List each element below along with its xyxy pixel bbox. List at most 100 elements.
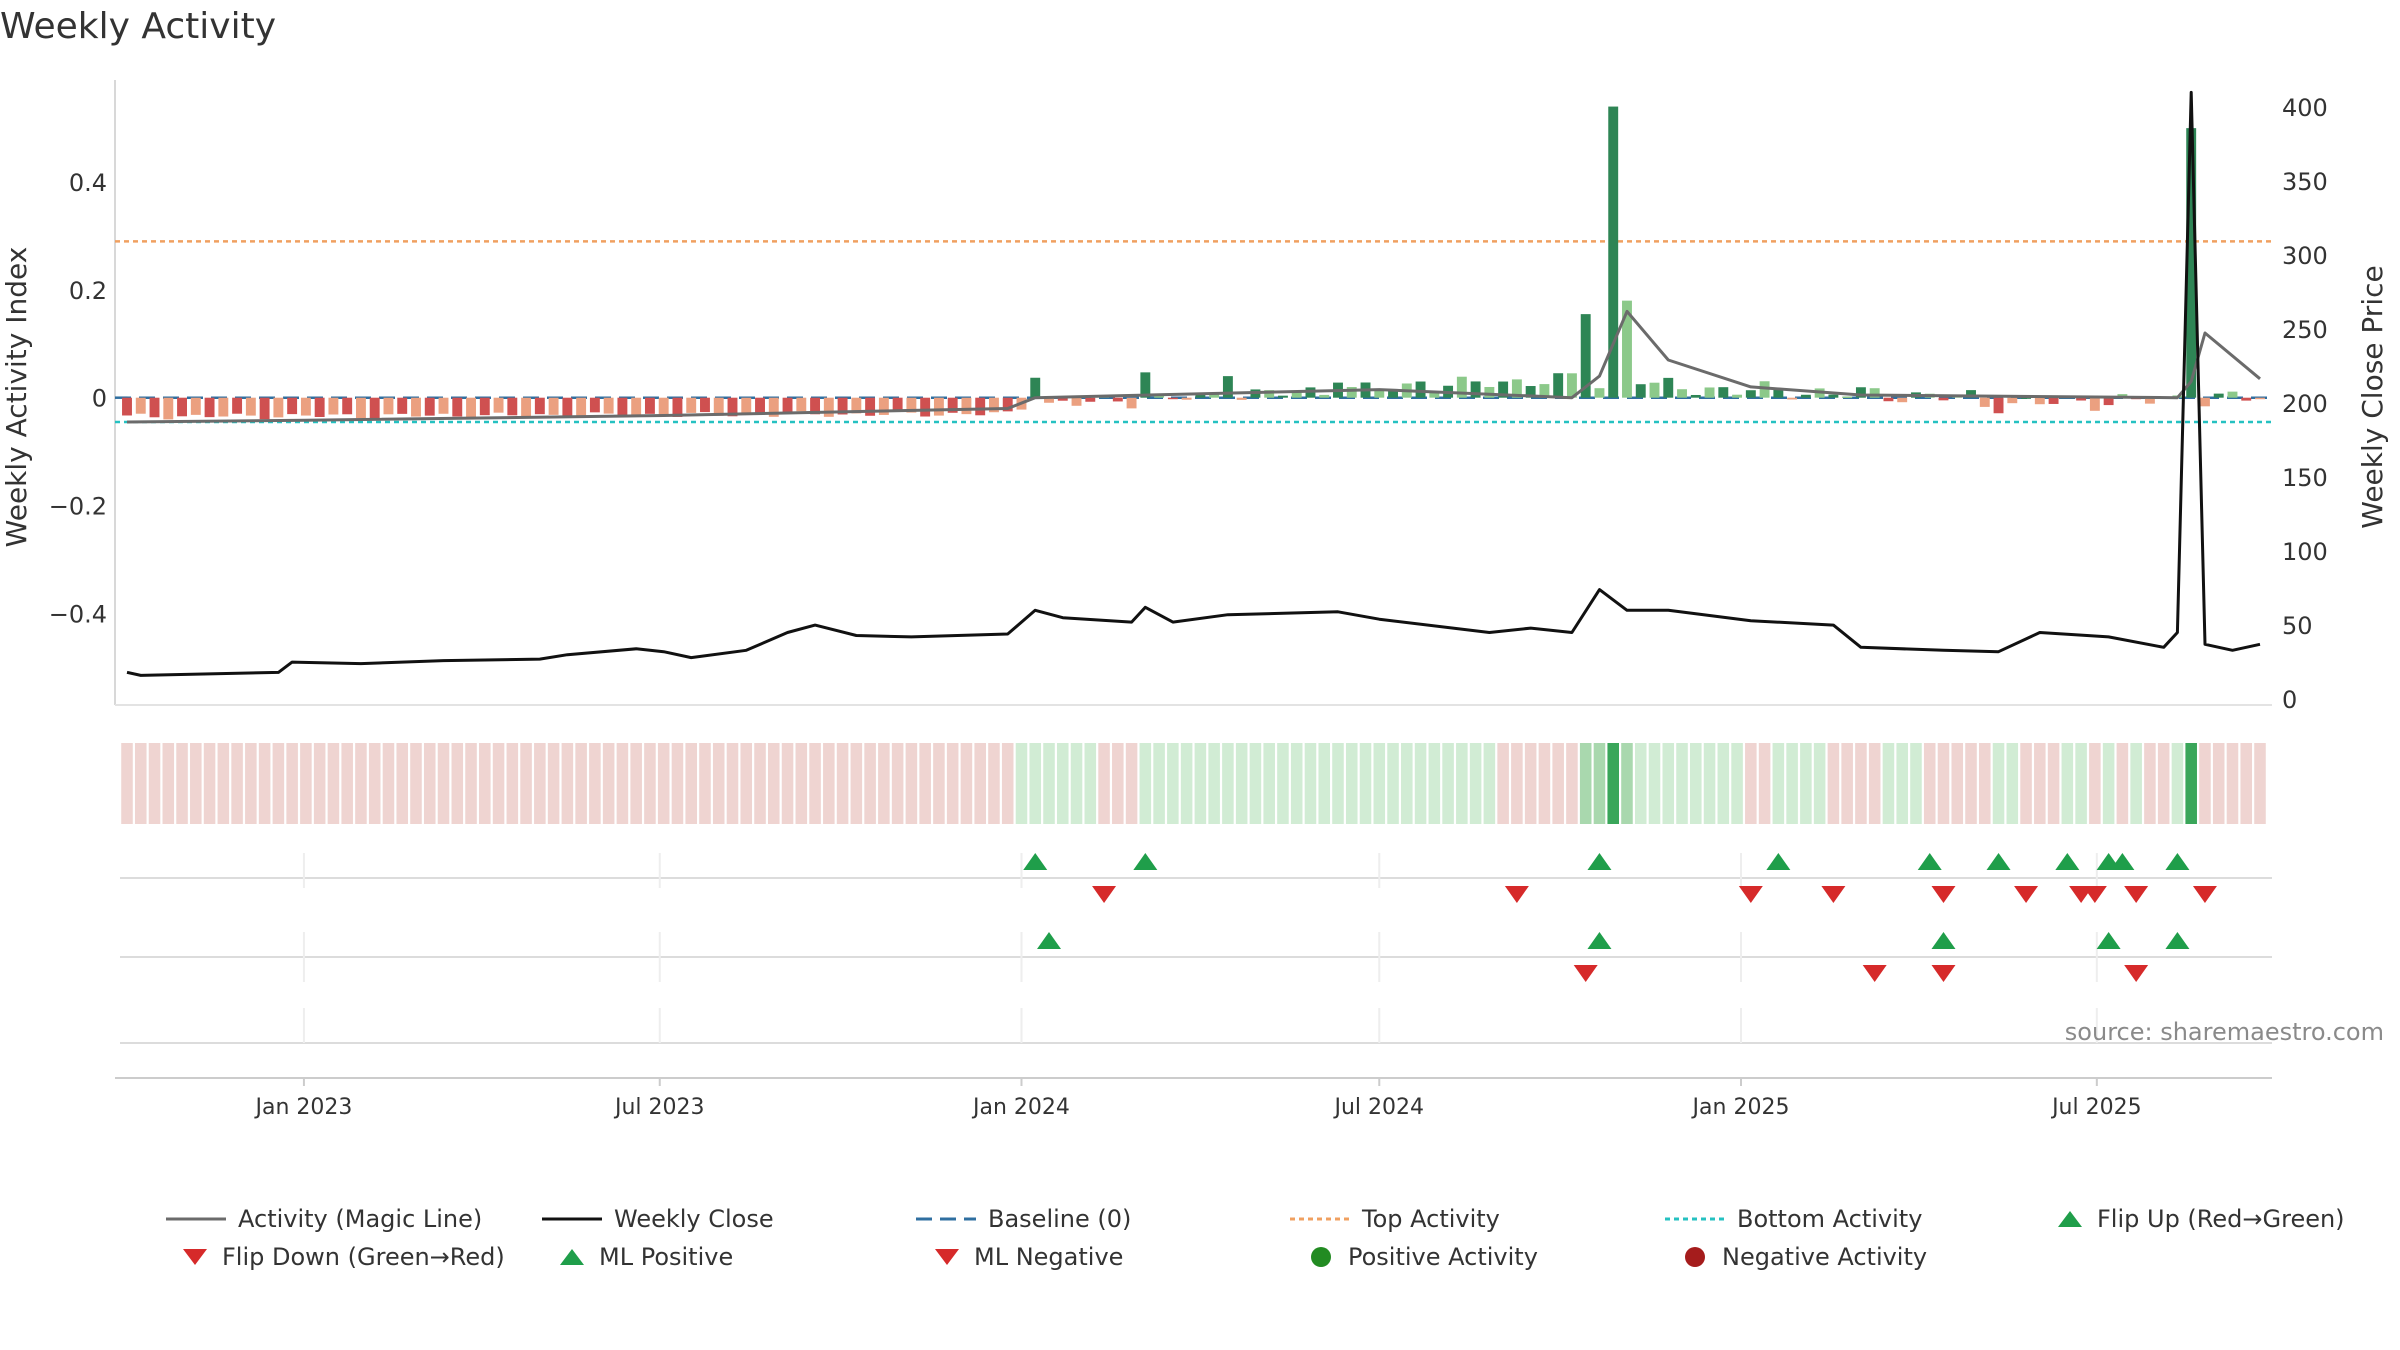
regime-cell — [602, 743, 615, 824]
regime-cell — [754, 743, 766, 824]
activity-bar — [190, 397, 201, 415]
regime-cell — [1965, 743, 1977, 824]
ml-negative-marker — [1573, 965, 1598, 982]
regime-cell — [1112, 743, 1124, 824]
regime-cell — [1758, 743, 1771, 824]
regime-cell — [1304, 743, 1317, 824]
regime-cell — [423, 743, 436, 824]
chart-title: Weekly Activity — [0, 6, 276, 47]
y2-tick-label: 200 — [2282, 390, 2328, 418]
legend-label: Activity (Magic Line) — [238, 1205, 483, 1233]
ml-positive-marker — [1587, 932, 1612, 949]
activity-bar — [1236, 397, 1247, 400]
regime-cell — [1387, 743, 1399, 824]
regime-cell — [1910, 743, 1922, 824]
activity-bar — [727, 397, 738, 417]
activity-bar — [1979, 397, 1990, 407]
regime-cell — [2157, 743, 2170, 824]
flip-down-marker — [2014, 886, 2039, 903]
regime-cell — [286, 743, 298, 824]
activity-bar — [1484, 386, 1495, 398]
ml-negative-marker — [2124, 965, 2149, 982]
activity-bar — [2021, 397, 2032, 399]
regime-cell — [712, 743, 725, 824]
activity-bar — [920, 397, 931, 417]
regime-cell — [203, 743, 216, 824]
legend: Activity (Magic Line) Weekly Close Basel… — [0, 1205, 2400, 1285]
regime-cell — [671, 743, 684, 824]
regime-cell — [1690, 743, 1702, 824]
activity-bar — [1897, 397, 1908, 403]
regime-cell — [988, 743, 1000, 824]
activity-bar — [658, 397, 669, 417]
regime-cell — [410, 743, 422, 824]
activity-bar — [1167, 397, 1178, 400]
regime-cell — [630, 743, 642, 824]
flip-up-marker — [2055, 853, 2080, 870]
activity-bar — [438, 397, 449, 414]
activity-bar — [1525, 386, 1536, 398]
activity-bar — [355, 397, 366, 419]
regime-cell — [2130, 743, 2142, 824]
activity-bar — [1553, 373, 1564, 398]
regime-cell — [795, 743, 808, 824]
x-tick-label: Jul 2024 — [1333, 1095, 1425, 1120]
activity-bar — [796, 397, 807, 412]
activity-bar — [1622, 300, 1632, 398]
activity-bar — [865, 397, 876, 416]
regime-cell — [1676, 743, 1688, 824]
activity-bar — [2103, 397, 2114, 406]
activity-bar — [768, 397, 779, 417]
activity-bar — [259, 397, 270, 420]
regime-cell — [2047, 743, 2060, 824]
regime-cell — [1745, 743, 1757, 824]
flip-down-marker — [1504, 886, 1529, 903]
activity-bar — [741, 397, 752, 414]
regime-cell — [1043, 743, 1055, 824]
activity-bar — [1388, 389, 1398, 398]
activity-bar — [1608, 106, 1619, 398]
flip-down-marker — [1931, 886, 1956, 903]
activity-bar — [452, 397, 463, 417]
activity-bar — [1126, 397, 1137, 409]
regime-cell — [1373, 743, 1386, 824]
regime-cell — [1469, 743, 1482, 824]
regime-cell — [1180, 743, 1193, 824]
activity-bar — [300, 397, 311, 416]
activity-bar — [2048, 397, 2059, 404]
regime-cell — [506, 743, 519, 824]
regime-cell — [1579, 743, 1592, 824]
regime-cell — [1786, 743, 1798, 824]
regime-cell — [1456, 743, 1468, 824]
regime-cell — [1937, 743, 1950, 824]
regime-cell — [1841, 743, 1853, 824]
dotted-line-swatch-icon — [1290, 1217, 1350, 1221]
regime-cell — [2199, 743, 2211, 824]
regime-cell — [2006, 743, 2019, 824]
ml-negative-marker — [1862, 965, 1887, 982]
activity-bar — [1842, 396, 1853, 399]
activity-bar — [906, 397, 917, 413]
legend-label: Flip Up (Red→Green) — [2097, 1205, 2345, 1233]
activity-bar — [589, 397, 600, 413]
activity-bar — [713, 397, 724, 416]
regime-cell — [2212, 743, 2225, 824]
activity-bar — [1374, 389, 1385, 398]
activity-bar — [1181, 397, 1192, 400]
regime-cell — [2226, 743, 2239, 824]
legend-item-positive-activity: Positive Activity — [1306, 1243, 1538, 1271]
regime-cell — [1167, 743, 1179, 824]
ml-negative-marker — [1931, 965, 1956, 982]
regime-cell — [300, 743, 312, 824]
activity-bar — [1112, 397, 1123, 402]
flip-down-marker — [2124, 886, 2149, 903]
regime-cell — [561, 743, 574, 824]
legend-label: Flip Down (Green→Red) — [222, 1243, 505, 1271]
regime-cell — [1593, 743, 1606, 824]
regime-cell — [1332, 743, 1344, 824]
regime-cell — [1800, 743, 1812, 824]
regime-cell — [1813, 743, 1826, 824]
activity-bar — [122, 397, 132, 416]
regime-cell — [148, 743, 161, 824]
regime-strip — [121, 743, 2266, 824]
